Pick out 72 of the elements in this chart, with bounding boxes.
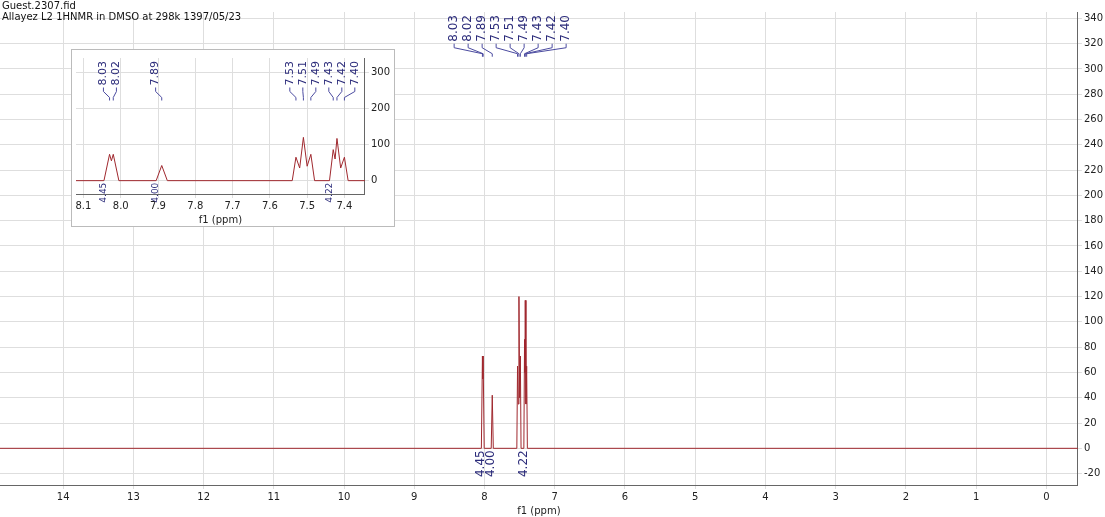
y-tick-label: 300	[370, 66, 391, 78]
x-tick-label: 6	[621, 490, 629, 502]
x-axis-title: f1 (ppm)	[517, 504, 561, 516]
annotation: 8.03	[446, 15, 461, 42]
y-tick-label: 100	[1083, 315, 1104, 327]
y-tick-label: 60	[1083, 366, 1097, 378]
annotation: 8.03	[96, 60, 110, 86]
annotation: 4.00	[483, 450, 498, 478]
annotation: 7.53	[282, 60, 296, 86]
y-tick-label: 120	[1083, 290, 1104, 302]
annotation: 7.51	[295, 60, 309, 86]
x-tick-label: 13	[127, 490, 140, 502]
y-tick-label: 260	[1083, 113, 1104, 125]
y-tick-label: 200	[1083, 188, 1104, 200]
y-tick-label: 0	[1083, 441, 1091, 453]
y-tick-label: 300	[1083, 62, 1104, 74]
annotation: 7.51	[502, 15, 517, 42]
y-tick-label: 160	[1083, 239, 1104, 251]
x-tick-label: 7.5	[299, 199, 316, 211]
annotation: 7.89	[474, 15, 489, 42]
annotation: 4.45	[98, 182, 109, 203]
x-tick-label: 7.8	[187, 199, 204, 211]
y-tick-label: 340	[1083, 11, 1104, 23]
x-tick-label: 7.4	[336, 199, 353, 211]
y-tick-label: 100	[370, 138, 391, 150]
x-tick-label: 7.7	[224, 199, 241, 211]
annotation: 4.00	[150, 182, 161, 203]
x-tick-label: 2	[902, 490, 910, 502]
x-tick-label: 0	[1043, 490, 1050, 502]
chart-subtitle: Allayez L2 1HNMR in DMSO at 298k 1397/05/23	[2, 11, 242, 22]
x-tick-label: 7.6	[261, 199, 278, 211]
annotation: 7.43	[321, 60, 335, 86]
annotation: 8.02	[460, 15, 475, 42]
annotation: 7.43	[530, 15, 545, 42]
annotation: 7.42	[334, 60, 348, 86]
x-tick-label: 7	[551, 490, 558, 502]
x-tick-label: 3	[832, 490, 839, 502]
x-tick-label: 4	[762, 490, 769, 502]
y-tick-label: -20	[1083, 467, 1101, 479]
chart-title: Guest.2307.fid	[2, 0, 76, 11]
annotation: 7.42	[544, 15, 559, 42]
x-tick-label: 14	[56, 490, 70, 502]
x-tick-label: 8	[481, 490, 488, 502]
annotation: 4.22	[515, 450, 530, 478]
annotation: 7.40	[347, 60, 361, 86]
y-tick-label: 320	[1083, 37, 1104, 49]
x-tick-label: 11	[267, 490, 281, 502]
y-tick-label: 200	[370, 102, 391, 114]
y-tick-label: 40	[1083, 391, 1097, 403]
y-tick-label: 220	[1083, 163, 1104, 175]
annotation: 7.49	[516, 15, 531, 42]
x-tick-label: 9	[411, 490, 418, 502]
x-axis-title: f1 (ppm)	[198, 213, 243, 225]
y-tick-label: 80	[1083, 340, 1097, 352]
annotation: 7.49	[308, 60, 322, 86]
annotation: 7.40	[558, 15, 573, 42]
annotation: 7.89	[148, 60, 162, 86]
y-tick-label: 20	[1083, 416, 1097, 428]
annotation: 4.22	[323, 182, 334, 203]
y-tick-label: 0	[370, 174, 378, 186]
x-tick-label: 8.0	[112, 199, 129, 211]
x-tick-label: 12	[197, 490, 211, 502]
y-tick-label: 240	[1083, 138, 1104, 150]
y-tick-label: 280	[1083, 87, 1104, 99]
x-tick-label: 8.1	[75, 199, 92, 211]
annotation: 7.53	[488, 15, 503, 42]
x-tick-label: 10	[337, 490, 351, 502]
x-tick-label: 1	[972, 490, 980, 502]
x-tick-label: 5	[692, 490, 699, 502]
annotation: 8.02	[109, 60, 123, 86]
y-tick-label: 140	[1083, 264, 1104, 276]
y-tick-label: 180	[1083, 214, 1104, 226]
